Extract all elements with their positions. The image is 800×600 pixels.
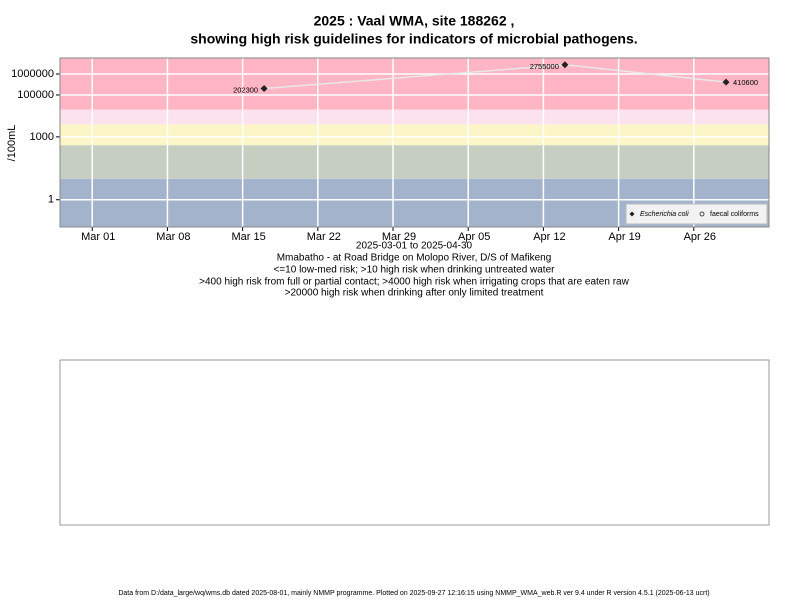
y-tick-label: 1 [48,194,54,206]
x-tick-label: Mar 22 [307,231,341,243]
y-axis-label: /100mL [6,125,18,162]
note: <=10 low-med risk; >10 high risk when dr… [274,265,556,276]
legend-box [625,203,768,225]
x-tick-label: Mar 29 [382,231,416,243]
y-tick-label: 100000 [17,89,54,101]
data-label: 202300 [233,86,258,95]
chart-title: 2025 : Vaal WMA, site 188262 , [314,13,515,29]
x-tick-label: Apr 12 [533,231,565,243]
data-label: 410600 [733,78,758,87]
y-tick-label: 1000000 [11,68,54,80]
note: >400 high risk from full or partial cont… [199,277,629,288]
data-label: 2755000 [530,62,559,71]
risk-band [60,109,769,125]
risk-band [60,145,769,179]
x-tick-label: Mar 08 [156,231,190,243]
x-axis-label: 2025-03-01 to 2025-04-30 [356,241,473,252]
plot-frame [59,57,770,228]
legend-label: faecal coliforms [710,211,759,218]
risk-band [60,58,769,110]
x-tick-label: Mar 01 [81,231,115,243]
x-tick-label: Apr 19 [608,231,640,243]
legend-marker [629,211,635,217]
legend-marker [699,211,705,217]
footer: Data from D:/data_large/wq/wms.db dated … [118,590,709,597]
data-point [260,85,268,93]
data-point [722,78,730,86]
empty-panel [59,359,770,526]
data-point [561,61,569,69]
x-tick-label: Apr 05 [458,231,490,243]
y-tick-label: 1000 [30,131,54,143]
note: Mmabatho - at Road Bridge on Molopo Rive… [277,253,552,264]
risk-band [60,124,769,146]
note: >20000 high risk when drinking after onl… [285,288,544,299]
x-tick-label: Apr 26 [684,231,716,243]
x-tick-label: Mar 15 [231,231,265,243]
chart-subtitle: showing high risk guidelines for indicat… [190,31,637,47]
legend-label: Escherichia coli [640,211,689,218]
